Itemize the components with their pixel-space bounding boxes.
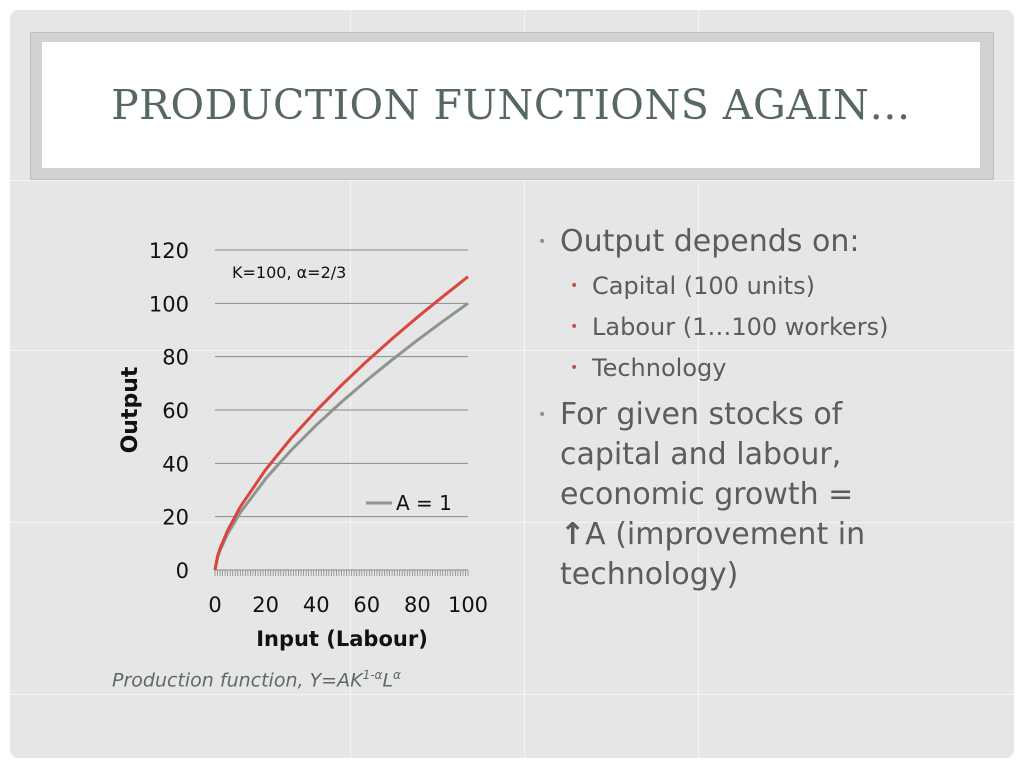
bullet-text: technology) [560,557,739,592]
bullet-text: For given stocks of [560,397,843,432]
bullet-item: • Output depends on: [530,222,980,262]
y-axis-title: Output [118,366,143,453]
slide-background: PRODUCTION FUNCTIONS AGAIN… [10,10,1014,758]
sub-bullet-text: Labour (1…100 workers) [592,313,889,341]
title-box: PRODUCTION FUNCTIONS AGAIN… [42,42,980,168]
formula-caption: Production function, Y=AK1-αLα [112,668,401,691]
x-tick-label: 60 [353,593,380,617]
slide-title: PRODUCTION FUNCTIONS AGAIN… [111,81,911,129]
x-tick-label: 100 [448,593,488,617]
x-tick-label: 40 [303,593,330,617]
background-grid-line [698,10,699,758]
sub-bullet-text: Capital (100 units) [592,272,815,300]
background-grid-line [10,522,1014,523]
bullet-dot-icon: • [570,319,579,335]
y-tick-label: 40 [162,452,189,476]
background-grid-line [10,350,1014,351]
x-tick-label: 20 [252,593,279,617]
bullet-text: A (improvement in [585,517,866,552]
y-tick-label: 0 [176,559,189,583]
background-grid-line [350,10,351,758]
y-tick-label: 80 [162,346,189,370]
caption-text: L [382,669,394,692]
background-grid-line [10,180,1014,181]
y-tick-label: 120 [149,239,189,263]
bullet-text: economic growth = [560,477,854,512]
y-tick-label: 60 [162,399,189,423]
legend-label: A = 1 [396,491,452,515]
caption-exponent: 1-α [362,668,383,682]
bullet-dot-icon: • [538,407,547,423]
bullet-dot-icon: • [570,360,579,376]
x-tick-label: 80 [404,593,431,617]
x-tick-label: 0 [208,593,221,617]
series-line [213,302,469,571]
bullet-text: Output depends on: [560,224,860,259]
chart-annotation: K=100, α=2/3 [232,263,346,282]
sub-bullet-item: • Technology [530,348,980,389]
bullet-item: • For given stocks of capital and labour… [530,395,980,595]
x-axis-title: Input (Labour) [256,627,428,651]
bullet-dot-icon: • [538,234,547,250]
bullet-text: capital and labour, [560,437,842,472]
bullet-list: • Output depends on: • Capital (100 unit… [530,222,980,599]
caption-text: Production function, Y=AK [112,669,363,692]
series-line [213,275,469,571]
background-grid-line [10,694,1014,695]
y-tick-label: 100 [149,292,189,316]
arrow-up-icon: ↑ [560,517,586,552]
sub-bullet-item: • Capital (100 units) [530,266,980,307]
background-grid-line [524,10,525,758]
sub-bullet-text: Technology [592,354,727,382]
bullet-dot-icon: • [570,278,579,294]
sub-bullet-item: • Labour (1…100 workers) [530,307,980,348]
caption-exponent: α [393,668,401,682]
y-tick-label: 20 [162,506,189,530]
